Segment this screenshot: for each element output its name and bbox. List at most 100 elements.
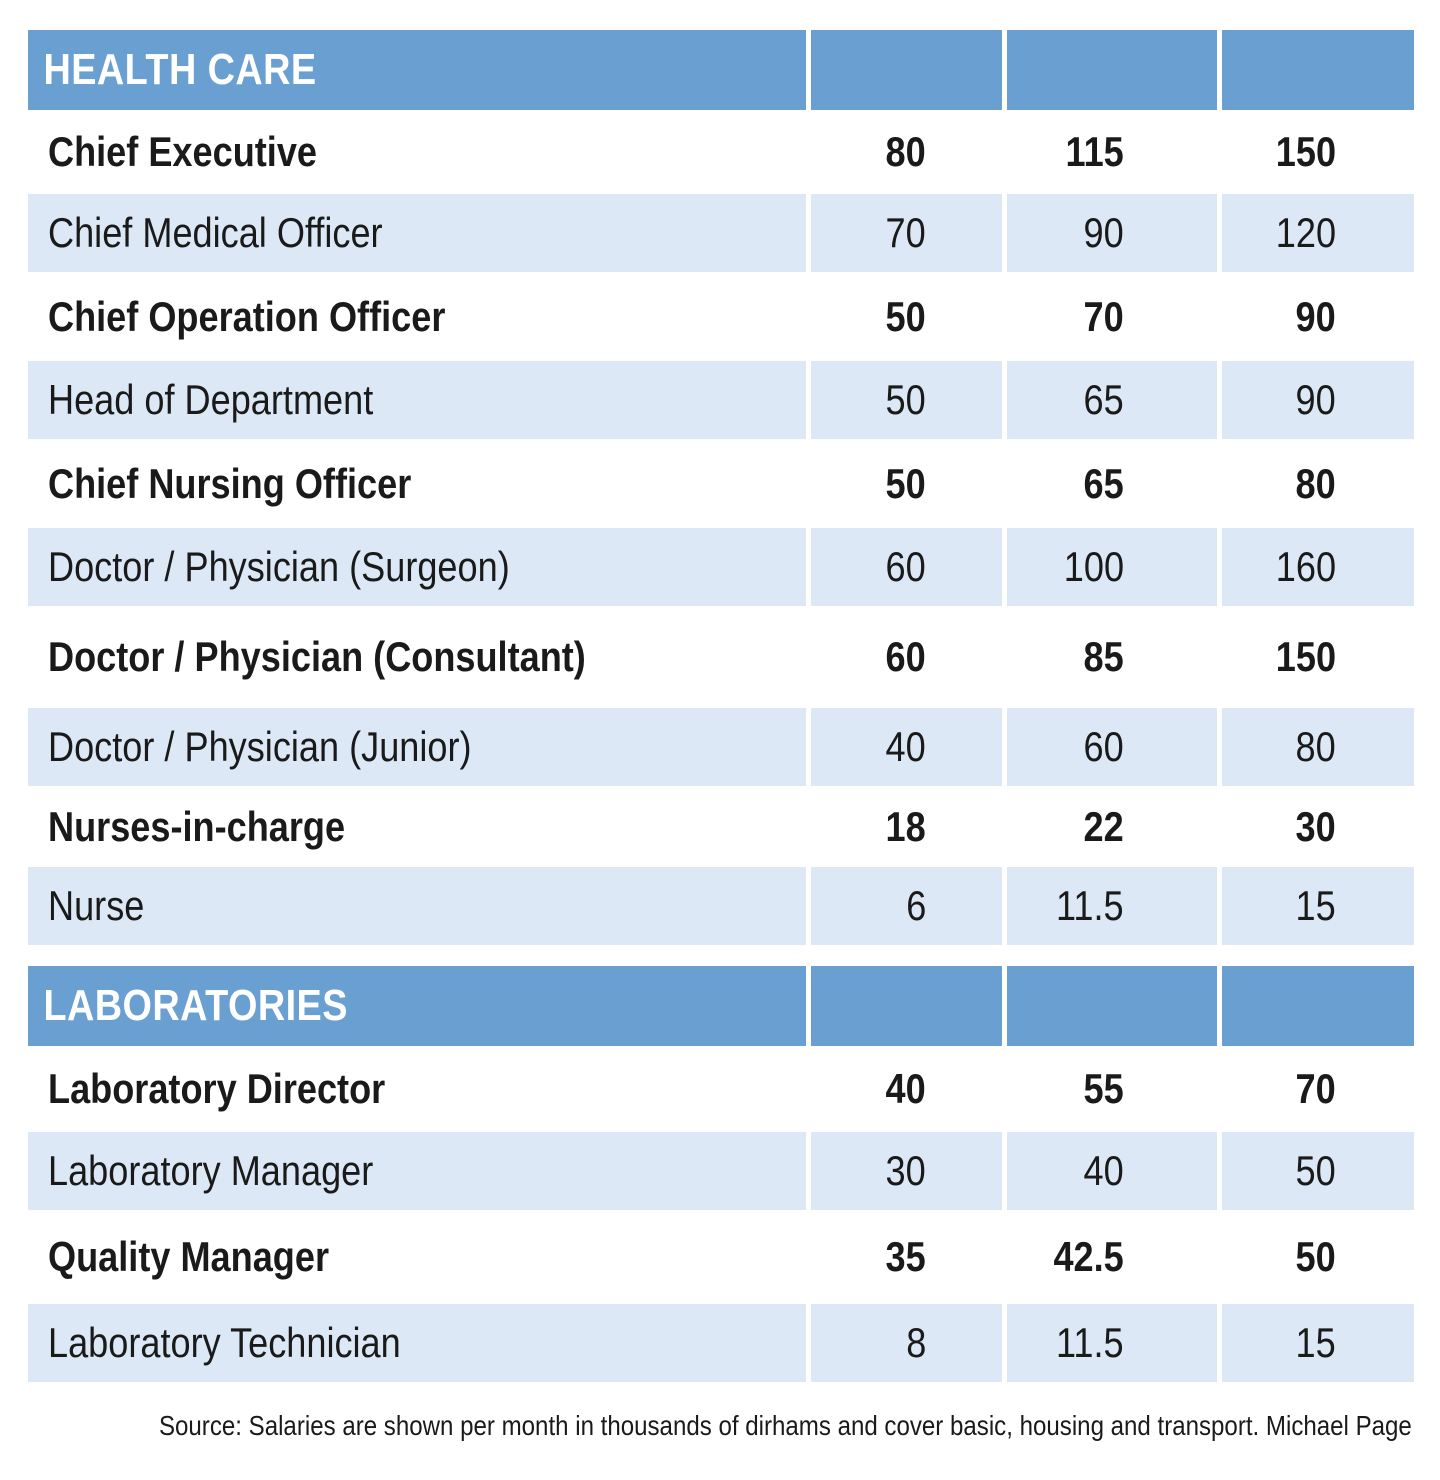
salary-value-cell: 40 [811, 708, 1002, 786]
salary-value: 15 [1295, 882, 1336, 929]
role-cell: Laboratory Manager [28, 1132, 806, 1210]
role-cell: Nurses-in-charge [28, 786, 806, 867]
salary-value: 50 [885, 292, 926, 340]
role-label: Nurses-in-charge [48, 802, 346, 850]
salary-value: 40 [885, 1065, 926, 1112]
table-row: Chief Nursing Officer 50 65 80 [28, 439, 1414, 528]
role-cell: Laboratory Technician [28, 1304, 806, 1382]
section-header-blank-cell [1007, 966, 1217, 1046]
table-row: Chief Executive 80 115 150 [28, 110, 1414, 194]
salary-value: 40 [885, 723, 926, 770]
salary-value-cell: 55 [1007, 1046, 1217, 1132]
salary-value-cell: 18 [811, 786, 1002, 867]
role-label: Chief Nursing Officer [48, 459, 412, 507]
salary-value-cell: 90 [1222, 272, 1414, 361]
salary-value: 42.5 [1053, 1233, 1124, 1280]
table-row: Doctor / Physician (Consultant) 60 85 150 [28, 606, 1414, 708]
section-header-title-cell: HEALTH CARE [28, 30, 806, 110]
salary-value-cell: 115 [1007, 110, 1217, 194]
role-label: Laboratory Technician [48, 1319, 401, 1366]
salary-value: 6 [905, 882, 926, 929]
salary-value: 11.5 [1056, 1319, 1124, 1366]
salary-value: 18 [885, 802, 926, 850]
salary-value: 11.5 [1056, 882, 1124, 929]
salary-value-cell: 42.5 [1007, 1210, 1217, 1304]
salary-value: 90 [1083, 209, 1124, 256]
salary-value-cell: 50 [1222, 1210, 1414, 1304]
role-label: Nurse [48, 882, 145, 929]
table-row: Chief Medical Officer 70 90 120 [28, 194, 1414, 272]
section-header-blank-cell [1007, 30, 1217, 110]
table-row: Nurse 6 11.5 15 [28, 867, 1414, 945]
salary-value: 50 [885, 376, 926, 423]
table-row: Laboratory Manager 30 40 50 [28, 1132, 1414, 1210]
role-cell: Chief Medical Officer [28, 194, 806, 272]
salary-value: 150 [1275, 128, 1336, 175]
salary-value-cell: 150 [1222, 110, 1414, 194]
role-label: Doctor / Physician (Surgeon) [48, 543, 510, 590]
salary-value: 150 [1275, 633, 1336, 680]
salary-value-cell: 85 [1007, 606, 1217, 708]
salary-value-cell: 120 [1222, 194, 1414, 272]
salary-value-cell: 30 [1222, 786, 1414, 867]
salary-value: 60 [885, 543, 926, 590]
salary-value: 70 [1083, 292, 1124, 340]
role-cell: Chief Nursing Officer [28, 439, 806, 528]
salary-value-cell: 6 [811, 867, 1002, 945]
salary-value-cell: 65 [1007, 439, 1217, 528]
salary-value: 80 [1295, 459, 1336, 507]
section-header: HEALTH CARE [28, 30, 1414, 110]
role-cell: Doctor / Physician (Surgeon) [28, 528, 806, 606]
section-header: LABORATORIES [28, 966, 1414, 1046]
salary-value-cell: 60 [811, 606, 1002, 708]
role-cell: Chief Executive [28, 110, 806, 194]
salary-value: 35 [885, 1233, 926, 1280]
salary-value: 115 [1065, 128, 1124, 175]
role-label: Quality Manager [48, 1233, 330, 1280]
role-cell: Head of Department [28, 361, 806, 439]
salary-value: 30 [1295, 802, 1336, 850]
salary-value: 60 [1083, 723, 1124, 770]
section-title: HEALTH CARE [43, 45, 317, 94]
section-header-title-cell: LABORATORIES [28, 966, 806, 1046]
table-row: Head of Department 50 65 90 [28, 361, 1414, 439]
salary-value-cell: 60 [1007, 708, 1217, 786]
salary-value-cell: 15 [1222, 1304, 1414, 1382]
role-cell: Laboratory Director [28, 1046, 806, 1132]
salary-value-cell: 80 [811, 110, 1002, 194]
salary-value: 55 [1083, 1065, 1124, 1112]
section-header-blank-cell [1222, 30, 1414, 110]
role-label: Doctor / Physician (Consultant) [48, 633, 586, 680]
salary-value-cell: 35 [811, 1210, 1002, 1304]
salary-value: 22 [1083, 802, 1124, 850]
salary-value-cell: 15 [1222, 867, 1414, 945]
salary-value: 90 [1295, 292, 1336, 340]
section-gap [28, 945, 1414, 966]
salary-value-cell: 50 [811, 439, 1002, 528]
table-row: Doctor / Physician (Surgeon) 60 100 160 [28, 528, 1414, 606]
salary-value: 50 [1295, 1233, 1336, 1280]
salary-value: 65 [1083, 459, 1124, 507]
source-note: Source: Salaries are shown per month in … [159, 1410, 1412, 1441]
table-row: Laboratory Technician 8 11.5 15 [28, 1304, 1414, 1382]
table-row: Chief Operation Officer 50 70 90 [28, 272, 1414, 361]
table-row: Laboratory Director 40 55 70 [28, 1046, 1414, 1132]
role-cell: Nurse [28, 867, 806, 945]
role-cell: Quality Manager [28, 1210, 806, 1304]
salary-value: 15 [1295, 1319, 1336, 1366]
salary-value-cell: 70 [811, 194, 1002, 272]
role-label: Head of Department [48, 376, 374, 423]
salary-value: 60 [885, 633, 926, 680]
salary-value: 50 [885, 459, 926, 507]
salary-value-cell: 70 [1222, 1046, 1414, 1132]
salary-value: 70 [1295, 1065, 1336, 1112]
salary-value: 120 [1275, 209, 1336, 256]
salary-value-cell: 50 [1222, 1132, 1414, 1210]
section-title: LABORATORIES [43, 981, 348, 1030]
role-label: Laboratory Manager [48, 1147, 374, 1194]
salary-value-cell: 11.5 [1007, 867, 1217, 945]
table-row: Quality Manager 35 42.5 50 [28, 1210, 1414, 1304]
role-label: Chief Executive [48, 128, 318, 175]
salary-value-cell: 11.5 [1007, 1304, 1217, 1382]
salary-value: 90 [1295, 376, 1336, 423]
